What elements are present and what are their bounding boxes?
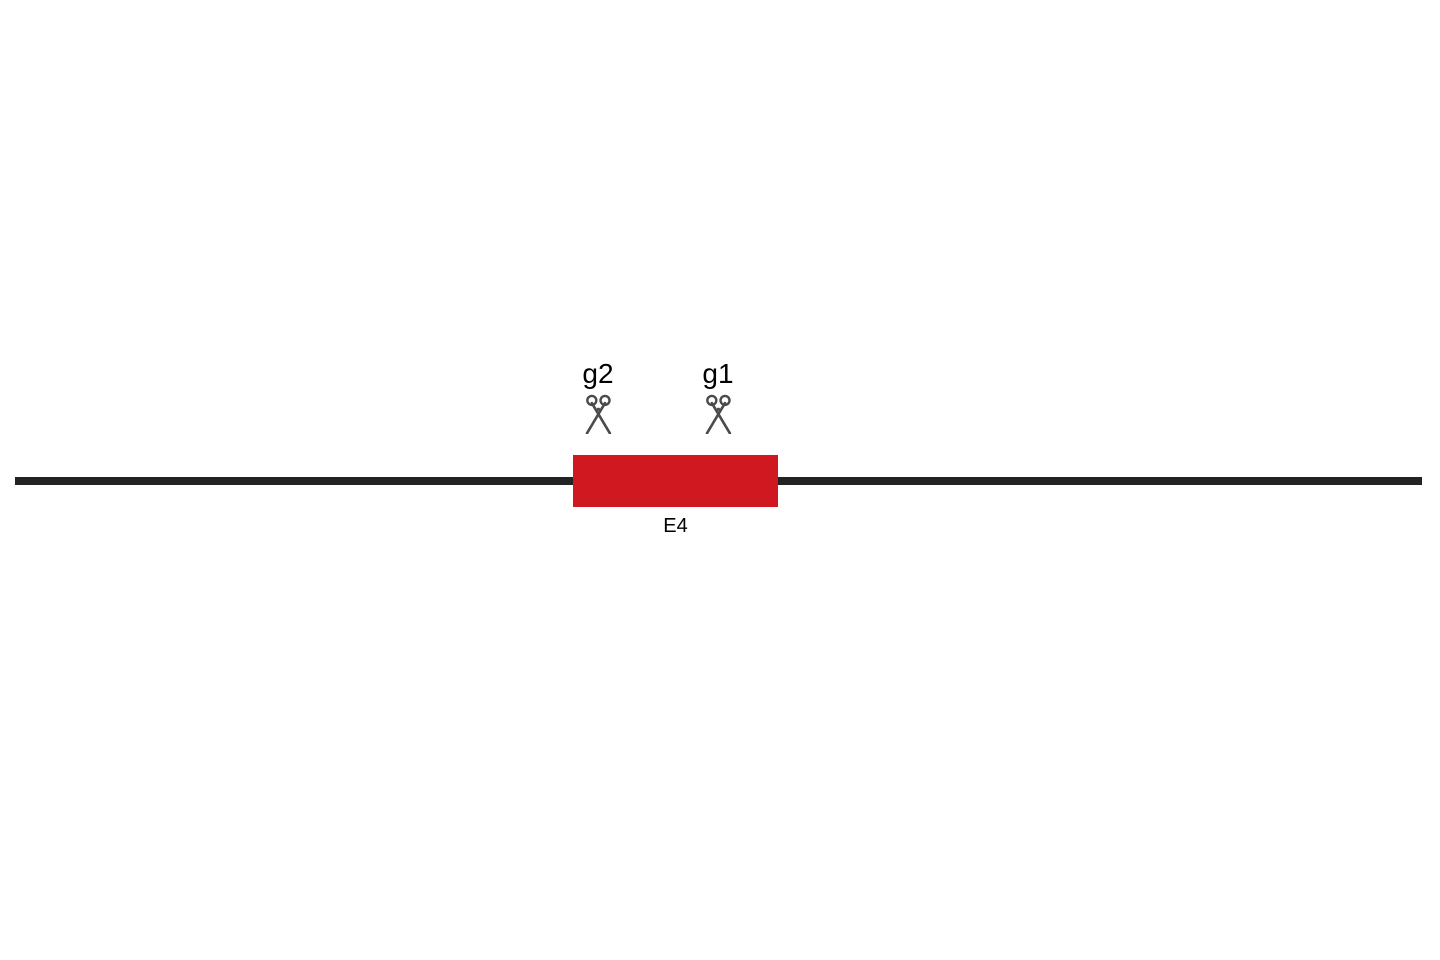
scissors-icon [703, 394, 733, 434]
genome-line-left [15, 477, 573, 485]
cut-marker: g1 [702, 360, 733, 434]
cut-label: g2 [582, 360, 613, 388]
gene-diagram-canvas: { "type": "gene-schematic", "canvas": { … [0, 0, 1440, 960]
exon-box [573, 455, 778, 507]
genome-line-right [778, 477, 1422, 485]
scissors-icon [583, 394, 613, 434]
exon-label: E4 [663, 515, 687, 538]
cut-label: g1 [702, 360, 733, 388]
cut-marker: g2 [582, 360, 613, 434]
